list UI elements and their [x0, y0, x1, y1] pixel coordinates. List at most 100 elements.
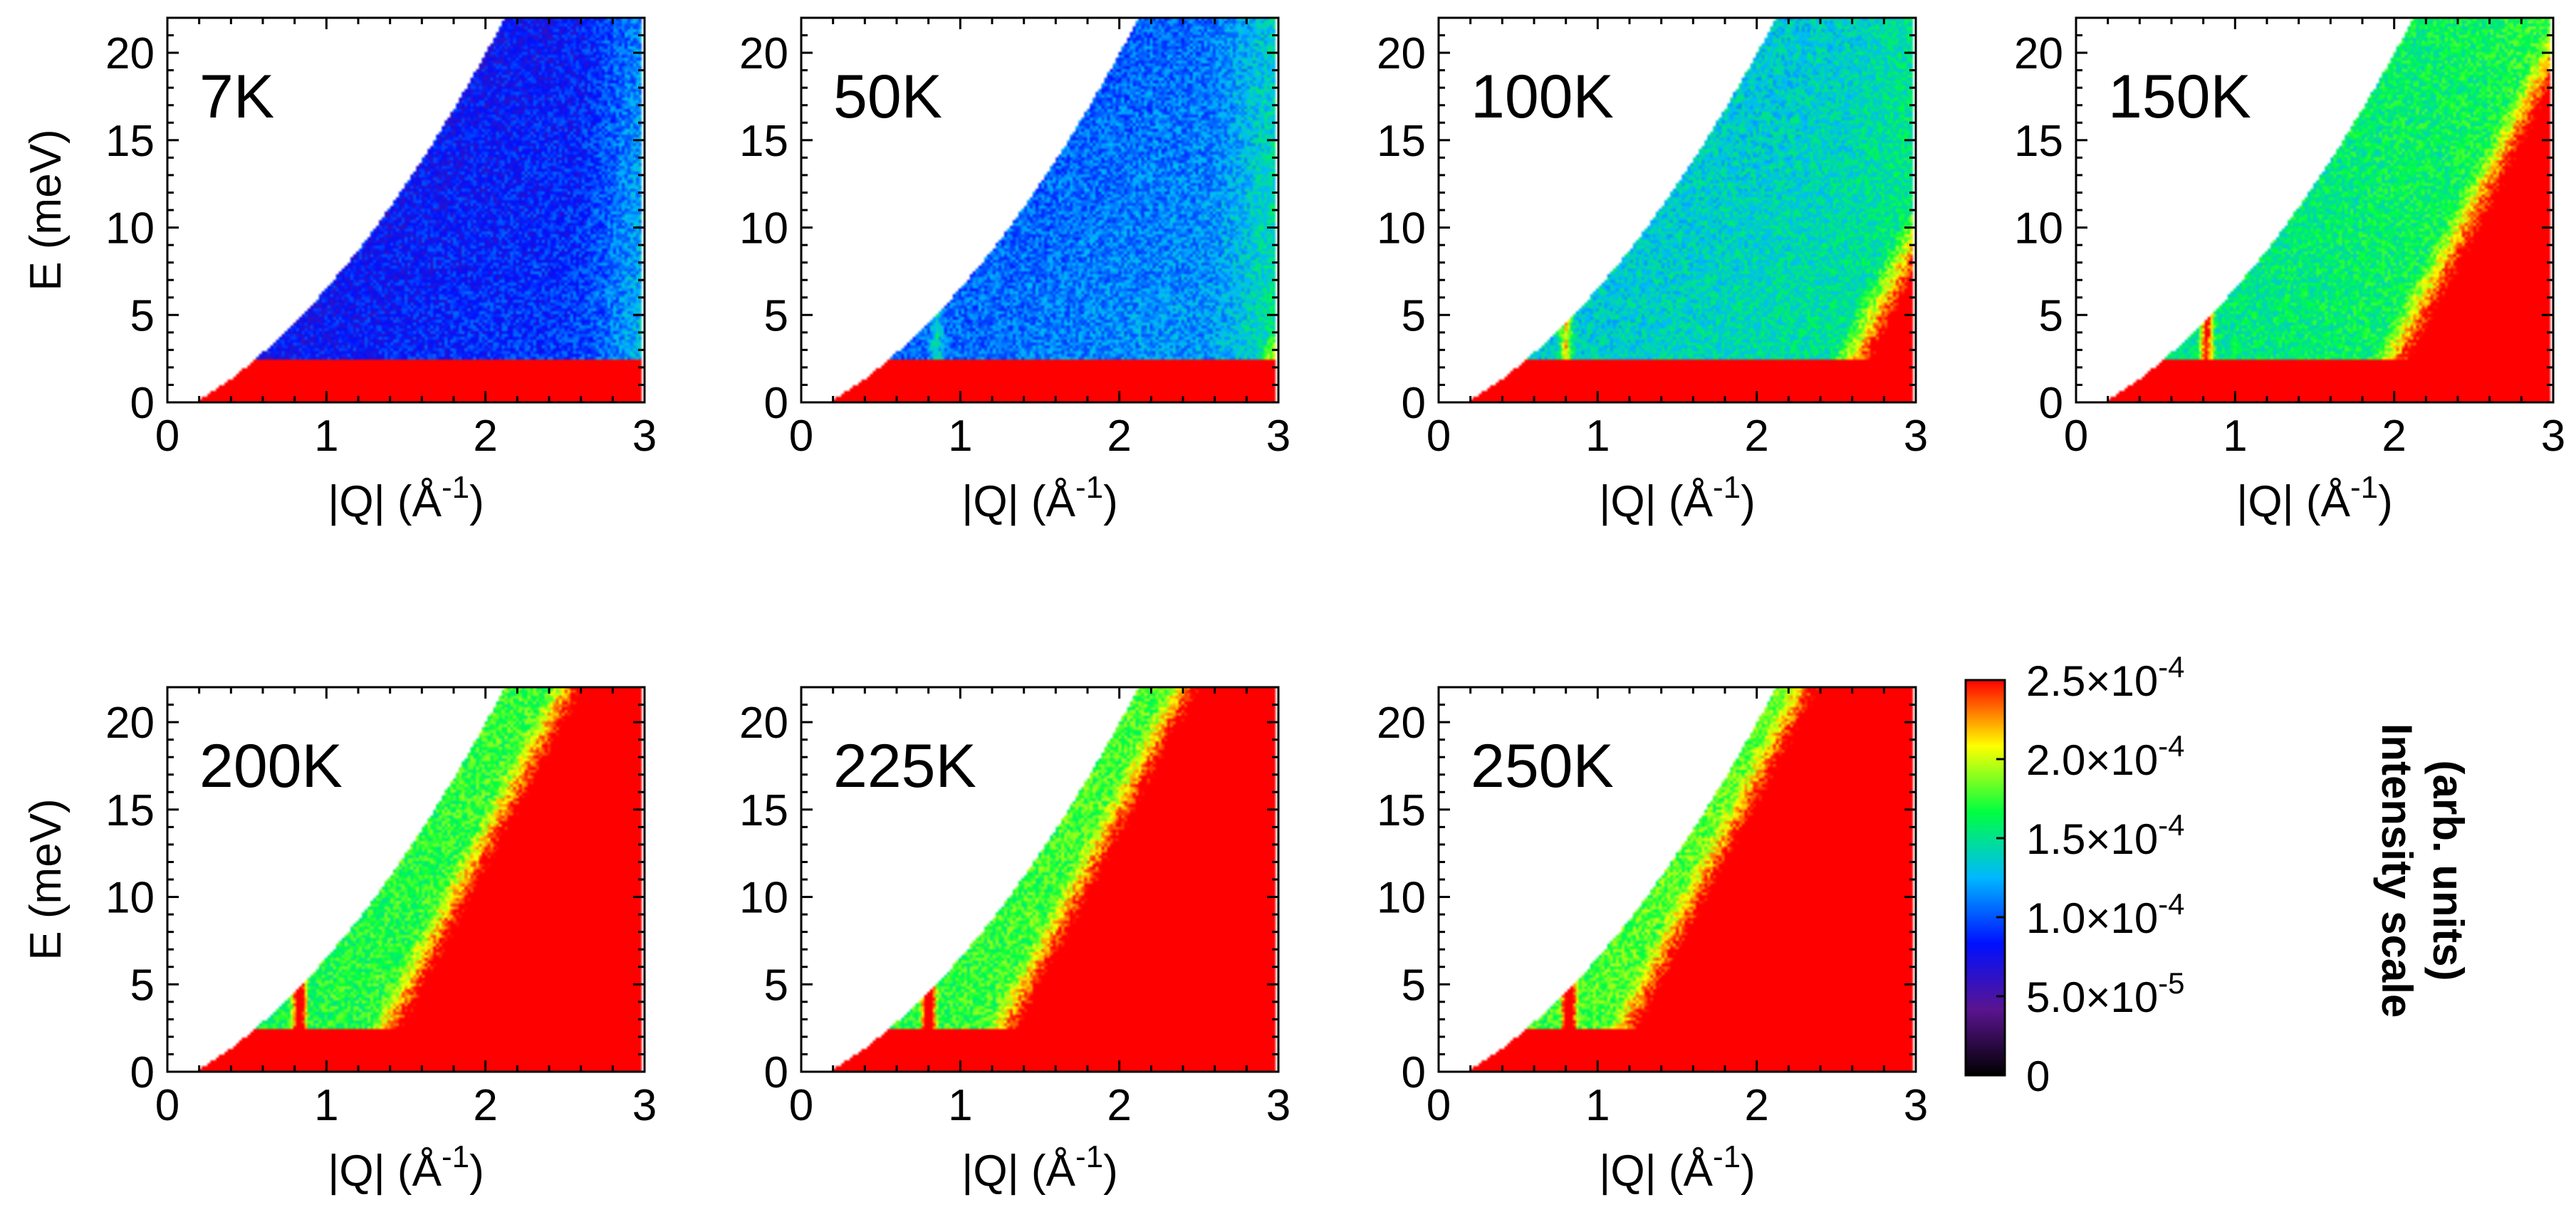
- heatmap-50K: [801, 18, 1278, 402]
- panel-50K: 0 1 2 3 0 5 10 15 20 |Q| (Å-1) 50K: [739, 16, 1290, 526]
- y-tick-label: 15: [1377, 786, 1426, 835]
- x-axis-label: |Q| (Å-1): [328, 1139, 484, 1196]
- y-tick-label: 10: [105, 204, 155, 254]
- x-tick-label: 0: [155, 1081, 179, 1130]
- colorbar-title: Intensity scale(arb. units): [2373, 724, 2472, 1018]
- panel-label-250K: 250K: [1471, 732, 1614, 800]
- y-tick-label: 0: [764, 379, 788, 428]
- heatmap-100K: [1439, 18, 1916, 402]
- y-axis-label: E (meV): [21, 798, 71, 960]
- x-axis-label: |Q| (Å-1): [1599, 1139, 1755, 1196]
- x-axis-label: |Q| (Å-1): [1599, 470, 1755, 526]
- colorbar-gradient: [1964, 679, 2006, 1077]
- y-tick-label: 5: [764, 961, 788, 1010]
- y-tick-label: 20: [2014, 29, 2063, 78]
- y-tick-label: 20: [105, 699, 155, 748]
- y-tick-label: 10: [739, 204, 788, 254]
- y-tick-label: 0: [1402, 1048, 1426, 1097]
- panel-label-100K: 100K: [1471, 63, 1614, 131]
- y-tick-label: 20: [739, 29, 788, 78]
- y-tick-label: 0: [764, 1048, 788, 1097]
- y-tick-label: 5: [1402, 961, 1426, 1010]
- colorbar-tick-label: 5.0×10-5: [2026, 966, 2185, 1021]
- y-tick-label: 10: [739, 874, 788, 923]
- x-tick-label: 0: [2064, 412, 2088, 461]
- colorbar-tick-label: 0: [2026, 1053, 2050, 1100]
- y-tick-label: 15: [105, 117, 155, 166]
- x-tick-label: 2: [473, 412, 497, 461]
- x-tick-label: 3: [632, 1081, 657, 1130]
- panel-150K: 0 1 2 3 0 5 10 15 20 |Q| (Å-1) 150K: [2014, 16, 2565, 526]
- y-tick-label: 0: [130, 379, 155, 428]
- x-tick-label: 0: [789, 1081, 813, 1130]
- y-tick-label: 15: [739, 786, 788, 835]
- x-tick-label: 3: [1904, 1081, 1928, 1130]
- x-tick-label: 1: [2223, 412, 2247, 461]
- y-tick-label: 5: [130, 961, 155, 1010]
- panel-label-50K: 50K: [833, 63, 942, 131]
- x-tick-label: 0: [155, 412, 179, 461]
- x-axis-label: |Q| (Å-1): [2236, 470, 2392, 526]
- colorbar: 0 5.0×10-5 1.0×10-4 1.5×10-4 2.0×10-4 2.5×10-…: [1964, 650, 2472, 1100]
- colorbar-tick-label: 1.5×10-4: [2026, 808, 2185, 863]
- y-tick-label: 15: [105, 786, 155, 835]
- x-tick-label: 1: [314, 412, 338, 461]
- x-tick-label: 1: [948, 412, 972, 461]
- x-axis-label: |Q| (Å-1): [961, 1139, 1117, 1196]
- y-tick-label: 15: [739, 117, 788, 166]
- x-tick-label: 3: [2541, 412, 2565, 461]
- panel-7K: 0 1 2 3 0 5 10 15 20 |Q| (Å-1) E (meV) 7K: [21, 16, 657, 526]
- panel-label-200K: 200K: [199, 732, 343, 800]
- panel-225K: 0 1 2 3 0 5 10 15 20 |Q| (Å-1) 225K: [739, 686, 1290, 1196]
- y-tick-label: 15: [2014, 117, 2063, 166]
- y-tick-label: 5: [130, 291, 155, 340]
- heatmap-150K: [2076, 18, 2553, 402]
- y-tick-label: 10: [105, 874, 155, 923]
- x-tick-label: 0: [1427, 1081, 1451, 1130]
- y-tick-label: 10: [2014, 204, 2063, 254]
- panel-label-150K: 150K: [2108, 63, 2251, 131]
- x-tick-label: 3: [1904, 412, 1928, 461]
- y-tick-label: 20: [105, 29, 155, 78]
- x-tick-label: 1: [948, 1081, 972, 1130]
- heatmap-250K: [1439, 687, 1916, 1072]
- y-tick-label: 15: [1377, 117, 1426, 166]
- heatmap-225K: [801, 687, 1278, 1072]
- x-tick-label: 2: [1107, 412, 1131, 461]
- x-tick-label: 2: [1744, 412, 1768, 461]
- y-tick-label: 0: [2039, 379, 2063, 428]
- y-tick-label: 20: [1377, 699, 1426, 748]
- heatmap-7K: [167, 18, 645, 402]
- x-tick-label: 1: [1585, 412, 1610, 461]
- x-tick-label: 1: [314, 1081, 338, 1130]
- y-tick-label: 10: [1377, 874, 1426, 923]
- x-tick-label: 2: [473, 1081, 497, 1130]
- x-tick-label: 2: [2382, 412, 2406, 461]
- y-axis-label: E (meV): [21, 129, 71, 291]
- y-tick-label: 0: [1402, 379, 1426, 428]
- y-tick-label: 10: [1377, 204, 1426, 254]
- x-axis-label: |Q| (Å-1): [961, 470, 1117, 526]
- x-axis-label: |Q| (Å-1): [328, 470, 484, 526]
- y-tick-label: 20: [1377, 29, 1426, 78]
- panel-label-7K: 7K: [199, 63, 274, 131]
- y-tick-label: 0: [130, 1048, 155, 1097]
- y-tick-label: 5: [764, 291, 788, 340]
- colorbar-tick-label: 2.0×10-4: [2026, 729, 2185, 784]
- x-tick-label: 0: [1427, 412, 1451, 461]
- y-tick-label: 5: [1402, 291, 1426, 340]
- panel-label-225K: 225K: [833, 732, 976, 800]
- x-tick-label: 3: [1266, 412, 1290, 461]
- y-tick-label: 20: [739, 699, 788, 748]
- panel-250K: 0 1 2 3 0 5 10 15 20 |Q| (Å-1) 250K: [1377, 686, 1928, 1196]
- panel-200K: 0 1 2 3 0 5 10 15 20 |Q| (Å-1) E (meV) 200K: [21, 686, 657, 1196]
- x-tick-label: 3: [632, 412, 657, 461]
- x-tick-label: 3: [1266, 1081, 1290, 1130]
- x-tick-label: 1: [1585, 1081, 1610, 1130]
- panel-100K: 0 1 2 3 0 5 10 15 20 |Q| (Å-1) 100K: [1377, 16, 1928, 526]
- colorbar-tick-label: 2.5×10-4: [2026, 650, 2185, 705]
- x-tick-label: 2: [1107, 1081, 1131, 1130]
- heatmap-200K: [167, 687, 645, 1072]
